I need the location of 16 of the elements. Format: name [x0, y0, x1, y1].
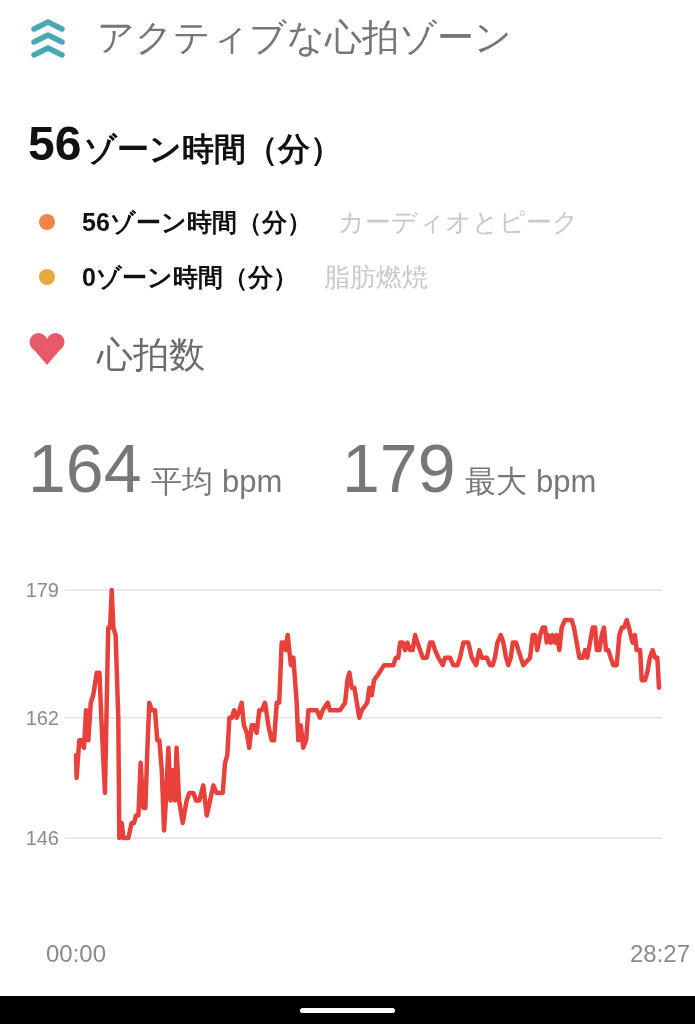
y-tick-label: 179: [25, 579, 59, 601]
text: 56ゾーン時間（分）: [82, 208, 312, 236]
text: 56: [28, 117, 82, 170]
text: ゾーン時間（分）: [84, 131, 343, 167]
chart-title: 心拍数: [96, 334, 205, 375]
x-tick-label: 28:27: [629, 940, 691, 967]
y-tick-label: 162: [25, 706, 59, 729]
text: 0ゾーン時間（分）: [82, 263, 298, 291]
x-tick-label: 00:00: [45, 940, 107, 967]
text: 最大 bpm: [465, 464, 597, 499]
text: 179: [342, 430, 456, 506]
y-tick-label: 146: [25, 827, 59, 849]
text: 平均 bpm: [151, 464, 283, 499]
text: アクティブな心拍ゾーン: [97, 17, 512, 58]
line-series: [73, 587, 662, 841]
text: 164: [28, 430, 142, 506]
